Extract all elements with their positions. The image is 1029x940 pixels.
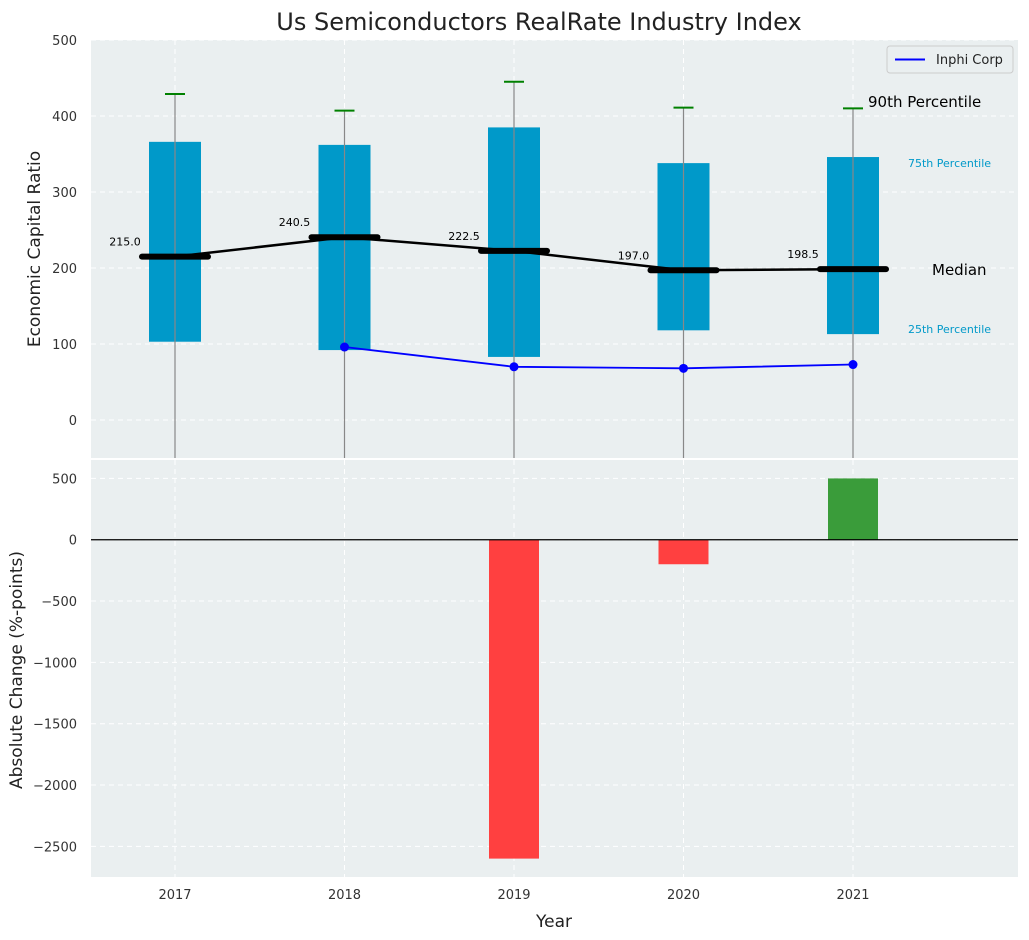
bottom-y-tick-labels: −2500 −2000 −1500 −1000 −500 0 500 [33, 472, 77, 855]
legend: Inphi Corp [886, 45, 1014, 74]
bottom-y-tick-label: −2000 [33, 779, 77, 794]
bottom-chart-marks [91, 478, 1018, 859]
median-data-label: 222.5 [448, 230, 480, 243]
median-data-label: 215.0 [109, 236, 141, 249]
top-y-tick-label: 200 [52, 262, 77, 277]
bottom-plot-background [91, 460, 1018, 877]
series-point-inphi [340, 342, 349, 352]
annotation-75th-percentile: 75th Percentile [908, 157, 991, 170]
median-data-label: 197.0 [618, 249, 650, 262]
top-chart-marks: 215.0 240.5 222.5 197.0 198.5 [109, 80, 889, 458]
top-y-tick-label: 300 [52, 186, 77, 201]
change-bar [489, 539, 539, 859]
median-data-label: 198.5 [787, 248, 819, 261]
top-y-tick-label: 400 [52, 110, 77, 125]
top-y-tick-label: 0 [69, 414, 77, 429]
bottom-y-tick-label: 0 [69, 534, 77, 549]
x-tick-label: 2021 [836, 888, 869, 903]
median-data-label: 240.5 [279, 216, 311, 229]
x-tick-label: 2018 [328, 888, 361, 903]
top-y-tick-label: 100 [52, 338, 77, 353]
x-tick-labels: 2017 2018 2019 2020 2021 [158, 888, 869, 903]
annotation-median: Median [932, 261, 987, 279]
legend-label-inphi: Inphi Corp [936, 53, 1003, 68]
change-bar [828, 478, 878, 540]
top-y-axis-label: Economic Capital Ratio [25, 151, 45, 347]
bottom-y-tick-label: 500 [52, 472, 77, 487]
x-tick-label: 2020 [667, 888, 700, 903]
bottom-y-tick-label: −2500 [33, 840, 77, 855]
top-y-tick-label: 500 [52, 34, 77, 49]
bottom-y-axis-label: Absolute Change (%-points) [7, 551, 27, 789]
bottom-y-tick-label: −500 [41, 595, 77, 610]
top-y-tick-labels: 0 100 200 300 400 500 [52, 34, 77, 429]
series-point-inphi [679, 363, 688, 373]
x-tick-label: 2019 [497, 888, 530, 903]
bottom-y-tick-label: −1000 [33, 656, 77, 671]
annotation-25th-percentile: 25th Percentile [908, 323, 991, 336]
x-tick-label: 2017 [158, 888, 191, 903]
legend-box [886, 45, 1014, 74]
series-point-inphi [509, 362, 519, 372]
series-line-inphi [344, 346, 854, 370]
bottom-y-tick-label: −1500 [33, 718, 77, 733]
x-axis-label: Year [535, 912, 572, 932]
change-bar [658, 539, 709, 565]
series-point-inphi [848, 360, 858, 370]
annotation-90th-percentile: 90th Percentile [868, 93, 981, 111]
chart-title: Us Semiconductors RealRate Industry Inde… [276, 8, 801, 36]
